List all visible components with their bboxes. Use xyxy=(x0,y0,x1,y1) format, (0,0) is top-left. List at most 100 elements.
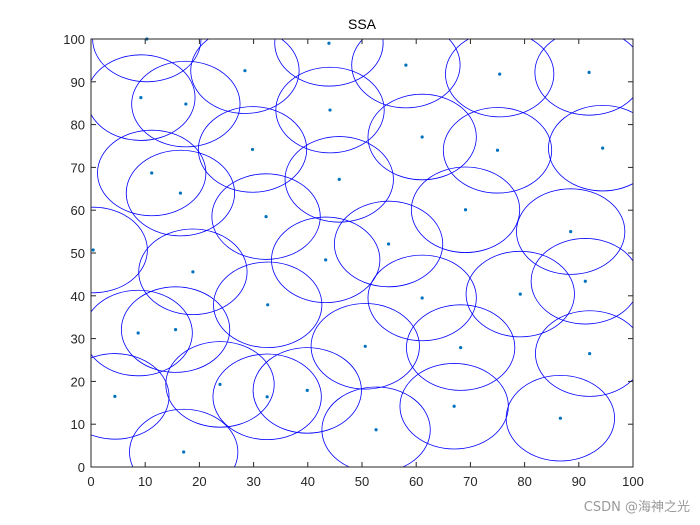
coverage-circle xyxy=(271,216,381,304)
coverage-circle xyxy=(505,375,615,462)
coverage-circle xyxy=(97,129,207,217)
sensor-point xyxy=(420,296,424,300)
sensor-point xyxy=(184,102,188,106)
y-tick-label: 80 xyxy=(71,118,85,133)
coverage-circle xyxy=(197,106,308,193)
x-tick-label: 80 xyxy=(517,474,531,489)
coverage-circle xyxy=(275,66,385,154)
coverage-circle xyxy=(120,286,231,373)
sensor-point xyxy=(243,69,247,73)
coverage-circle xyxy=(530,238,633,325)
sensor-point xyxy=(374,428,378,432)
y-tick-label: 60 xyxy=(71,203,85,218)
coverage-circle xyxy=(129,408,239,467)
coverage-circle xyxy=(534,39,633,116)
sensor-point xyxy=(218,382,222,386)
sensor-point xyxy=(498,72,502,76)
coverage-circle xyxy=(351,39,461,109)
y-tick-label: 30 xyxy=(71,332,85,347)
coverage-circle xyxy=(321,386,431,467)
y-tick-label: 90 xyxy=(71,75,85,90)
coverage-circle xyxy=(91,206,148,294)
sensor-point xyxy=(587,70,591,74)
coverage-circle xyxy=(442,107,553,194)
coverage-circle xyxy=(190,39,300,114)
coverage-circle xyxy=(445,39,555,118)
y-tick-label: 20 xyxy=(71,374,85,389)
sensor-point xyxy=(328,108,332,112)
sensor-point xyxy=(588,351,592,356)
sensor-points xyxy=(91,37,605,454)
x-tick-label: 100 xyxy=(622,474,644,489)
sensor-point xyxy=(337,177,341,181)
coverage-circle xyxy=(274,39,384,87)
x-tick-label: 70 xyxy=(463,474,477,489)
sensor-point xyxy=(363,344,367,348)
chart-title: SSA xyxy=(348,16,377,32)
y-tick-label: 50 xyxy=(71,246,85,261)
y-tick-label: 0 xyxy=(78,460,85,475)
coverage-circle xyxy=(284,136,394,223)
coverage-circle xyxy=(310,303,420,390)
x-tick-label: 10 xyxy=(138,474,152,489)
y-tick-label: 10 xyxy=(71,417,85,432)
coverage-circle xyxy=(406,304,516,391)
sensor-point xyxy=(265,395,269,399)
sensor-point xyxy=(139,96,143,100)
axes: 0 10 20 30 40 50 60 70 80 90 100 0 10 20 30 40 50 60 70 80 9… xyxy=(63,32,644,489)
coverage-circle xyxy=(91,54,196,141)
coverage-circle xyxy=(211,173,321,260)
coverage-circle xyxy=(548,104,633,192)
sensor-point xyxy=(386,242,391,246)
sensor-point xyxy=(324,258,328,262)
sensor-point xyxy=(327,41,331,45)
x-tick-label: 20 xyxy=(192,474,206,489)
coverage-circle xyxy=(367,93,477,181)
sensor-point xyxy=(601,146,605,150)
coverage-circle xyxy=(516,188,626,275)
sensor-point xyxy=(495,148,500,152)
sensor-point xyxy=(452,404,456,408)
coverage-circles xyxy=(91,39,633,467)
coverage-circle xyxy=(91,289,193,377)
sensor-point xyxy=(264,215,268,219)
coverage-circle xyxy=(252,347,362,434)
coverage-circle xyxy=(131,60,241,148)
coverage-circle xyxy=(333,200,444,288)
coverage-circle xyxy=(535,310,633,397)
sensor-point xyxy=(404,63,408,67)
watermark-text: CSDN @海神之光 xyxy=(583,500,690,515)
x-tick-label: 90 xyxy=(572,474,586,489)
y-tick-label: 40 xyxy=(71,289,85,304)
x-tick-label: 40 xyxy=(301,474,315,489)
y-tick-label: 100 xyxy=(63,32,85,47)
coverage-circle xyxy=(165,341,275,428)
sensor-point xyxy=(113,394,117,398)
coverage-circle xyxy=(125,149,236,237)
x-tick-label: 50 xyxy=(355,474,369,489)
coverage-circle xyxy=(367,254,477,342)
y-tick-label: 70 xyxy=(71,160,85,175)
sensor-point xyxy=(91,248,95,252)
coverage-circle xyxy=(138,228,248,316)
sensor-point xyxy=(191,270,195,274)
sensor-point xyxy=(463,208,468,212)
sensor-point xyxy=(182,450,186,454)
x-tick-label: 30 xyxy=(246,474,260,489)
coverage-circle xyxy=(92,39,202,83)
coverage-circle xyxy=(91,353,170,440)
sensor-point xyxy=(558,416,562,420)
coverage-circle xyxy=(410,166,521,253)
sensor-point xyxy=(459,345,463,350)
x-tick-label: 60 xyxy=(409,474,423,489)
sensor-point xyxy=(178,191,183,195)
sensor-point xyxy=(583,279,587,283)
sensor-point xyxy=(420,135,424,139)
coverage-circle xyxy=(465,250,575,338)
sensor-point xyxy=(266,303,270,307)
sensor-point xyxy=(150,171,154,175)
sensor-point xyxy=(173,328,178,332)
sensor-point xyxy=(136,331,140,335)
sensor-point xyxy=(518,292,522,296)
